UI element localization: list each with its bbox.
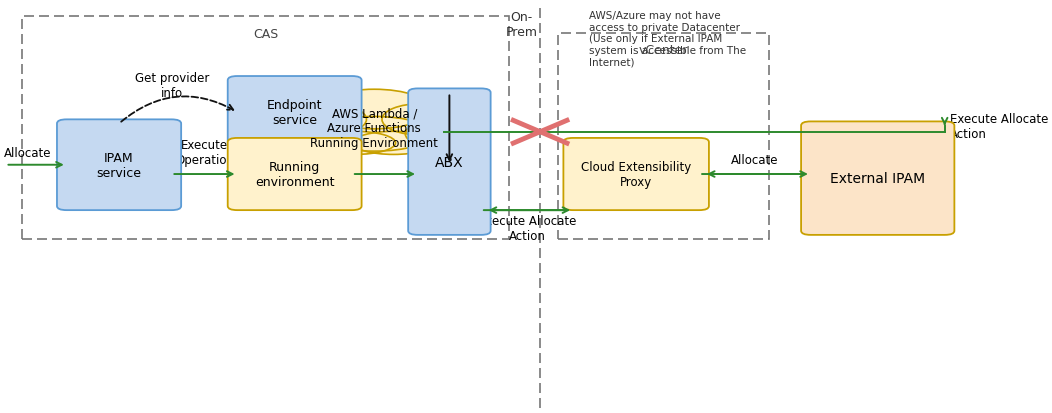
Text: On-
Prem: On- Prem: [506, 11, 538, 39]
FancyBboxPatch shape: [57, 120, 181, 211]
Bar: [558, 33, 769, 240]
Text: AWS Lambda /
Azure Functions
Running Environment: AWS Lambda / Azure Functions Running Env…: [310, 107, 438, 150]
FancyBboxPatch shape: [801, 122, 954, 235]
Text: Execute
Operation: Execute Operation: [175, 138, 234, 166]
Ellipse shape: [279, 121, 343, 147]
Text: Allocate: Allocate: [731, 153, 778, 166]
Text: IPAM
service: IPAM service: [97, 152, 142, 179]
Ellipse shape: [352, 132, 434, 155]
Text: vCenter: vCenter: [639, 44, 688, 57]
Text: Get provider
info: Get provider info: [136, 71, 209, 100]
Bar: [22, 17, 509, 240]
Text: ABX: ABX: [436, 155, 464, 169]
FancyBboxPatch shape: [408, 89, 490, 235]
Text: Allocate: Allocate: [3, 146, 52, 159]
Text: Endpoint
service: Endpoint service: [267, 99, 322, 127]
FancyBboxPatch shape: [564, 139, 709, 211]
Text: External IPAM: External IPAM: [830, 172, 926, 186]
Ellipse shape: [405, 121, 469, 147]
Text: CAS: CAS: [252, 27, 278, 40]
FancyBboxPatch shape: [227, 77, 362, 149]
Ellipse shape: [316, 117, 432, 152]
Ellipse shape: [382, 104, 460, 136]
Text: AWS/Azure may not have
access to private Datacenter
(Use only if External IPAM
s: AWS/Azure may not have access to private…: [589, 11, 746, 67]
Text: Cloud Extensibility
Proxy: Cloud Extensibility Proxy: [581, 161, 691, 189]
Ellipse shape: [289, 104, 366, 136]
Text: Running
environment: Running environment: [255, 161, 335, 189]
Ellipse shape: [315, 132, 396, 155]
FancyArrowPatch shape: [121, 97, 234, 122]
Text: Execute Allocate
Action: Execute Allocate Action: [950, 112, 1048, 140]
FancyBboxPatch shape: [227, 139, 362, 211]
Ellipse shape: [318, 90, 430, 130]
Text: Execute Allocate
Action: Execute Allocate Action: [478, 215, 576, 243]
